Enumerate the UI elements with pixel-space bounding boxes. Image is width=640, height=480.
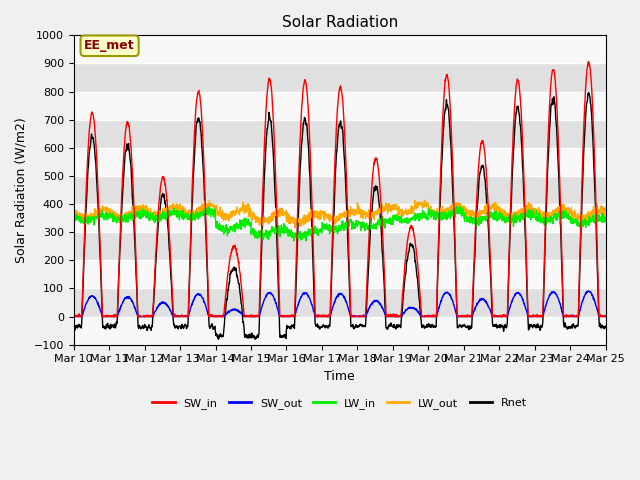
Legend: SW_in, SW_out, LW_in, LW_out, Rnet: SW_in, SW_out, LW_in, LW_out, Rnet	[148, 394, 531, 413]
LW_in	[495, 210, 502, 216]
LW_in	[570, 219, 578, 225]
Rnet	[218, 333, 226, 339]
LW_in	[556, 212, 563, 217]
Rnet	[494, 323, 502, 329]
Line: SW_out: SW_out	[74, 291, 605, 317]
SW_out	[70, 313, 77, 319]
X-axis label: Time: Time	[324, 370, 355, 383]
Text: EE_met: EE_met	[84, 39, 135, 52]
Bar	[74, 148, 605, 176]
LW_in	[602, 215, 609, 221]
Y-axis label: Solar Radiation (W/m2): Solar Radiation (W/m2)	[15, 117, 28, 263]
Rnet	[251, 336, 259, 342]
LW_in	[218, 224, 226, 229]
Rnet	[70, 324, 77, 330]
Line: Rnet: Rnet	[74, 93, 605, 339]
SW_in	[555, 144, 563, 150]
Rnet	[555, 173, 563, 179]
SW_out	[367, 302, 374, 308]
LW_in	[355, 221, 363, 227]
Rnet	[355, 324, 363, 329]
SW_in	[494, 314, 502, 320]
LW_in	[70, 211, 77, 217]
LW_out	[70, 212, 77, 217]
Bar	[74, 36, 605, 63]
Bar	[74, 63, 605, 92]
SW_in	[70, 314, 77, 320]
LW_out	[420, 197, 428, 203]
Rnet	[584, 90, 592, 96]
SW_in	[367, 208, 374, 214]
SW_out	[570, 313, 577, 319]
Bar	[74, 204, 605, 232]
SW_out	[218, 314, 226, 320]
SW_out	[602, 313, 609, 319]
Line: LW_in: LW_in	[74, 206, 605, 240]
LW_out	[602, 204, 609, 210]
SW_out	[585, 288, 593, 294]
Line: SW_in: SW_in	[74, 61, 605, 317]
Bar	[74, 176, 605, 204]
SW_out	[555, 298, 563, 303]
LW_out	[570, 212, 578, 218]
Rnet	[570, 323, 577, 328]
Line: LW_out: LW_out	[74, 200, 605, 228]
LW_out	[367, 211, 374, 217]
LW_out	[355, 211, 363, 217]
SW_in	[584, 59, 592, 64]
Bar	[74, 92, 605, 120]
LW_out	[495, 209, 502, 215]
Title: Solar Radiation: Solar Radiation	[282, 15, 398, 30]
SW_out	[70, 314, 78, 320]
SW_out	[494, 314, 502, 320]
Bar	[74, 232, 605, 260]
Rnet	[602, 324, 609, 329]
SW_in	[355, 313, 363, 319]
SW_in	[602, 314, 609, 320]
LW_in	[290, 238, 298, 243]
SW_out	[355, 314, 363, 320]
Bar	[74, 120, 605, 148]
Bar	[74, 288, 605, 317]
Rnet	[367, 223, 374, 229]
LW_in	[452, 204, 460, 209]
Bar	[74, 317, 605, 345]
LW_out	[556, 207, 563, 213]
SW_in	[218, 314, 226, 320]
LW_out	[292, 225, 300, 230]
Bar	[74, 260, 605, 288]
LW_out	[218, 214, 226, 220]
SW_in	[570, 314, 577, 320]
LW_in	[367, 221, 374, 227]
